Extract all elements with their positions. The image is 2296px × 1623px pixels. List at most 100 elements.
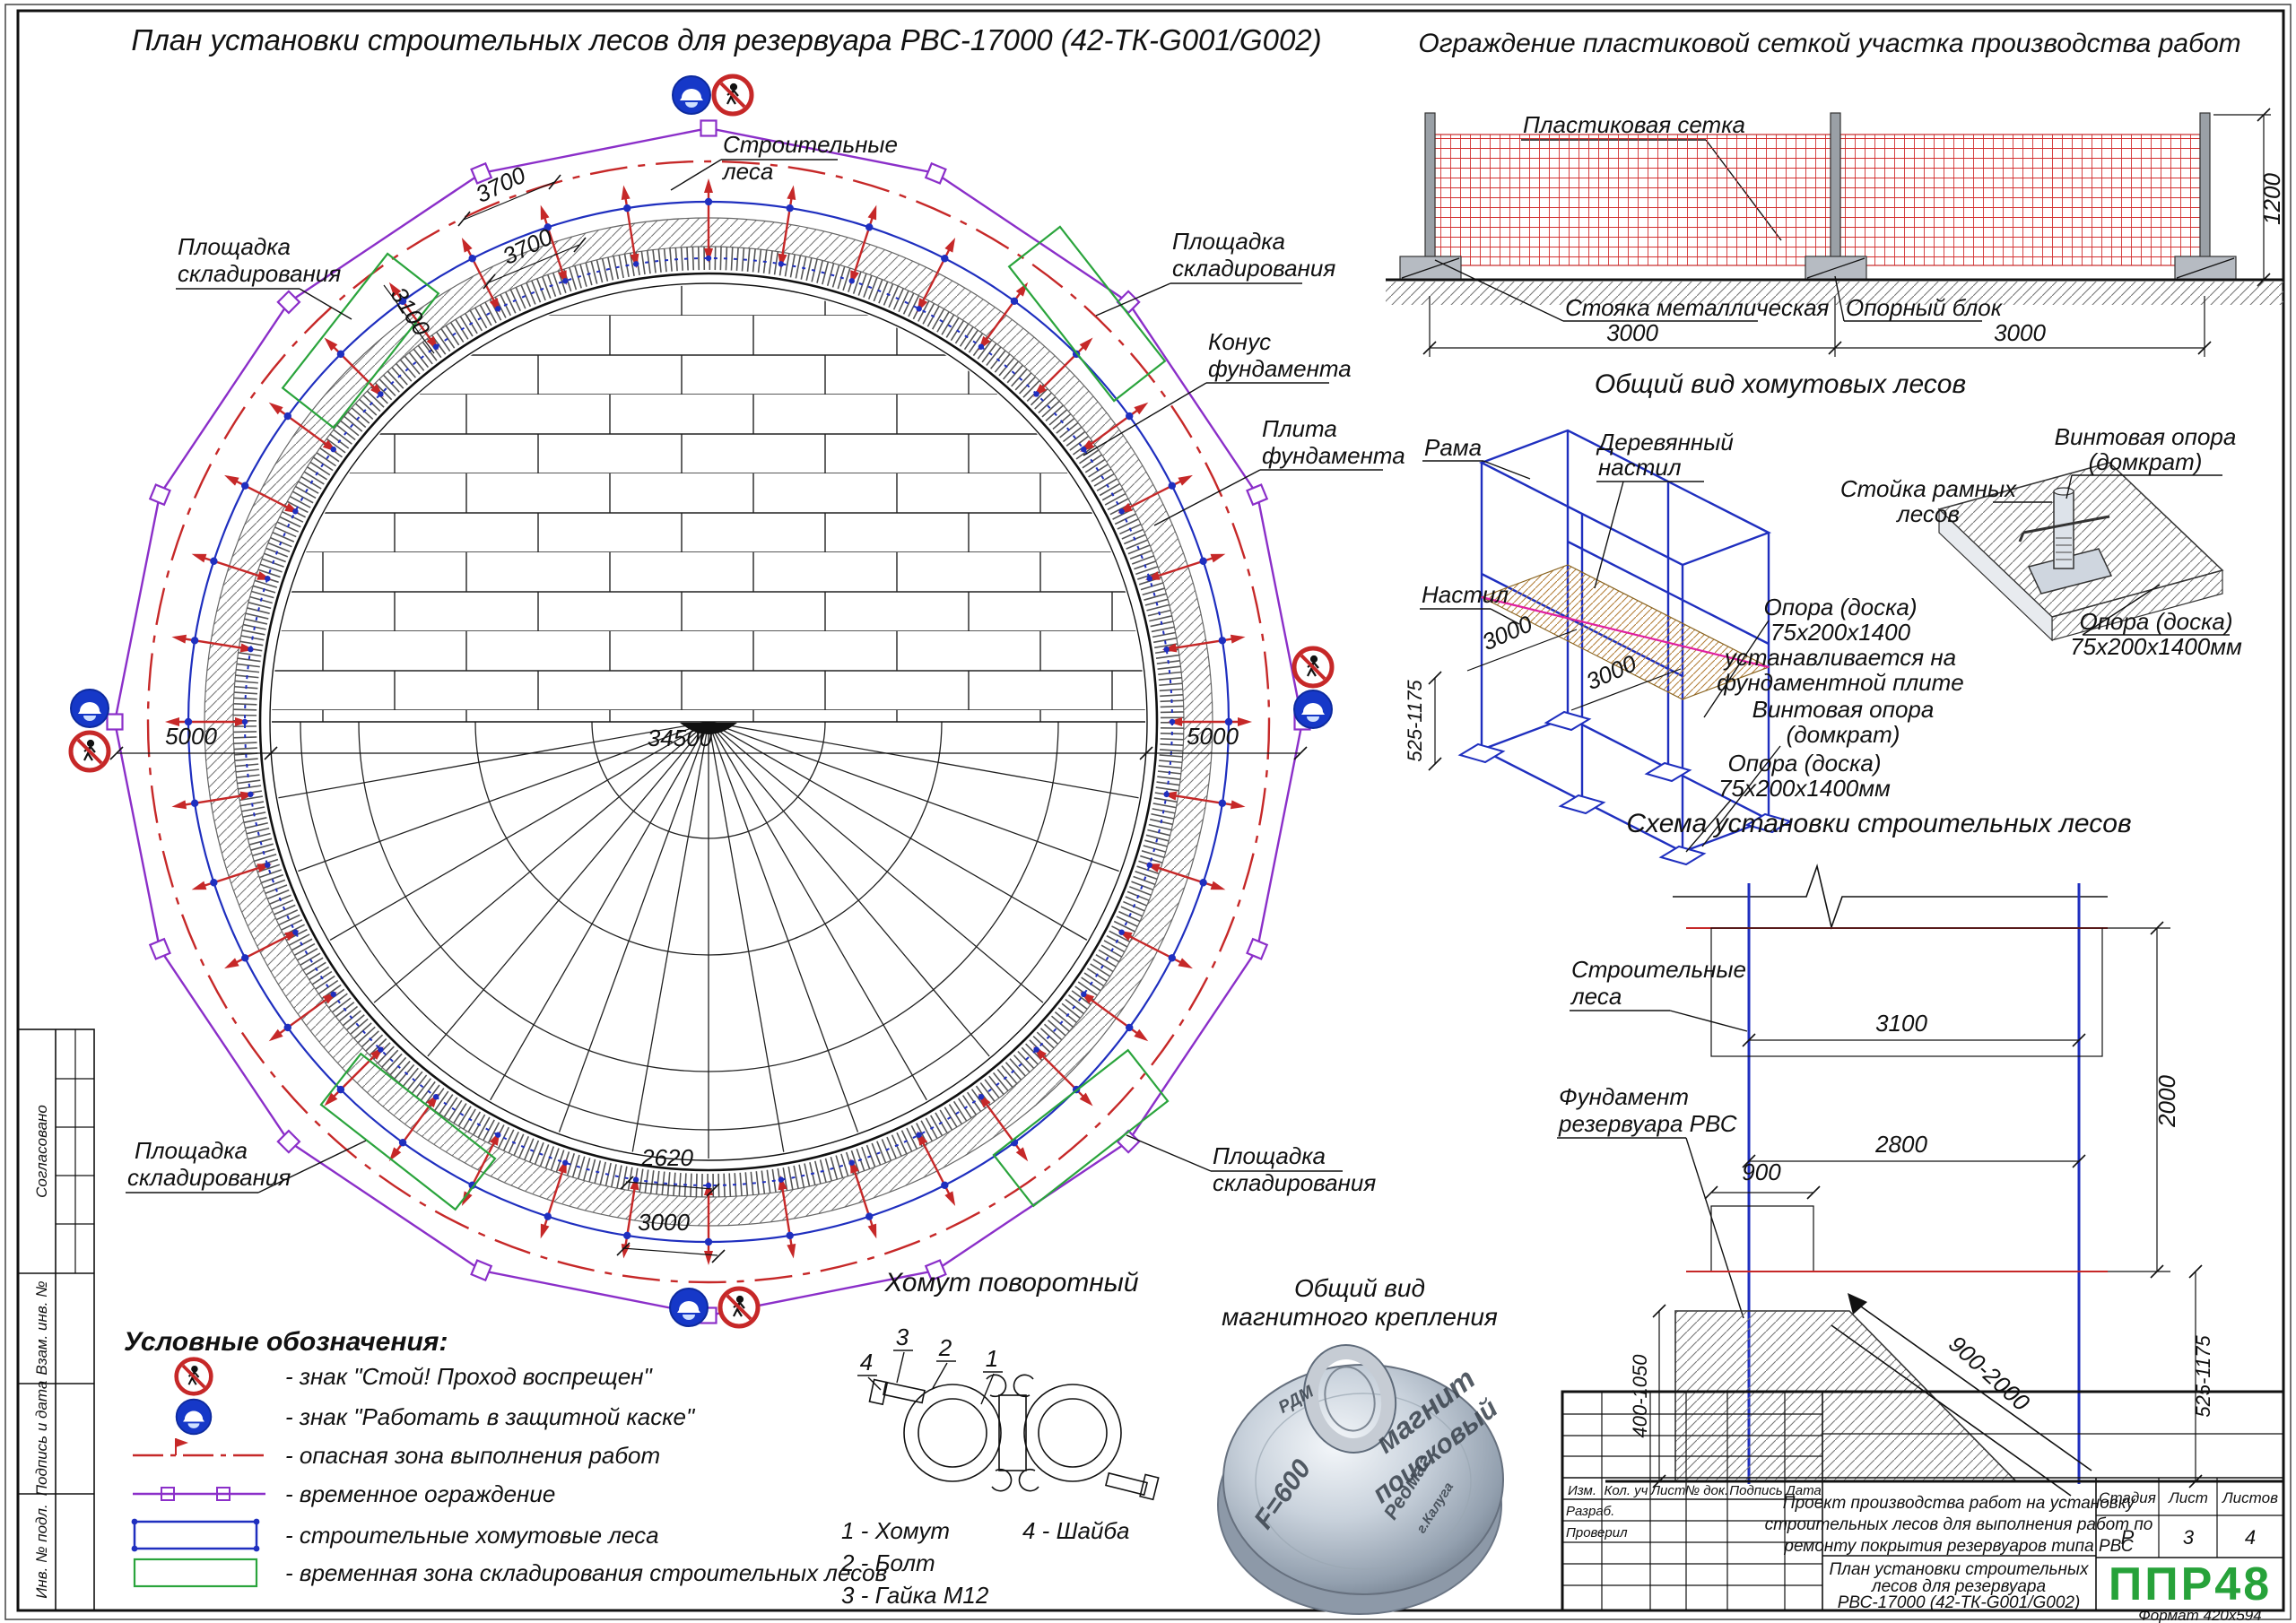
svg-text:3100: 3100	[1875, 1010, 1927, 1037]
clamp-title: Хомут поворотный	[883, 1268, 1138, 1298]
storage-area-upper-left	[281, 252, 440, 430]
svg-text:4: 4	[860, 1349, 873, 1376]
scaffold-view: Общий вид хомутовых лесов 3000 3000 525-…	[1404, 369, 1966, 866]
svg-text:(домкрат): (домкрат)	[2089, 448, 2203, 475]
svg-text:лесов: лесов	[1895, 500, 1960, 527]
tank-plan: 5000 34500 5000 3700 3700 3100 2620 3000…	[71, 76, 1405, 1326]
no-entry-sign-icon	[714, 76, 752, 114]
legend-item-label: - знак "Стой! Проход воспрещен"	[285, 1363, 654, 1390]
screw-feet	[1457, 710, 1793, 866]
helmet-sign-icon	[175, 1398, 213, 1436]
svg-text:400-1050: 400-1050	[1629, 1354, 1651, 1438]
svg-text:Конус: Конус	[1208, 328, 1271, 355]
mesh-label: Пластиковая сетка	[1523, 111, 1745, 138]
svg-text:строительных лесов для выполне: строительных лесов для выполнения работ …	[1765, 1515, 2153, 1534]
storage-area-upper-right	[1007, 225, 1167, 403]
storage-zone-symbol	[133, 1558, 258, 1588]
svg-text:3 - Гайка М12: 3 - Гайка М12	[841, 1582, 989, 1609]
svg-text:Настил: Настил	[1422, 581, 1509, 608]
stamp-inv: Инв. № подл.	[33, 1504, 50, 1599]
svg-text:фундаментной плите: фундаментной плите	[1717, 669, 1964, 696]
svg-text:34500: 34500	[648, 725, 713, 751]
fence-title: Ограждение пластиковой сеткой участка пр…	[1418, 29, 2240, 58]
magnet-view: Общий вид магнитного крепления магнит по…	[1217, 1274, 1504, 1615]
svg-text:Плита: Плита	[1262, 415, 1337, 442]
svg-text:2: 2	[938, 1334, 952, 1361]
svg-text:№ док.: № док.	[1685, 1483, 1728, 1498]
no-entry-sign-icon	[1294, 648, 1332, 686]
jack-handle	[2022, 515, 2110, 534]
left-stamp: Согласовано Взам. инв. № Подпись и дата …	[17, 1028, 95, 1611]
legend-item-label: - знак "Работать в защитной каске"	[285, 1403, 696, 1430]
jack-base-plate	[2027, 548, 2113, 595]
magnet-title: Общий вид	[1294, 1274, 1425, 1302]
svg-text:4: 4	[2245, 1526, 2256, 1549]
svg-text:складирования: складирования	[127, 1164, 291, 1191]
svg-text:Опора (доска): Опора (доска)	[2079, 608, 2232, 635]
fence-detail: Ограждение пластиковой сеткой участка пр…	[1386, 29, 2285, 357]
tank-wall-outer	[258, 272, 1159, 1172]
helmet-sign-icon	[70, 689, 109, 728]
svg-text:Площадка: Площадка	[1172, 228, 1285, 255]
svg-text:Опора (доска): Опора (доска)	[1727, 750, 1881, 777]
svg-text:фундамента: фундамента	[1208, 355, 1352, 382]
svg-text:3: 3	[896, 1324, 909, 1350]
svg-text:2800: 2800	[1874, 1131, 1927, 1158]
legend-item-label: - временная зона складирования строитель…	[285, 1559, 887, 1586]
main-title: План установки строительных лесов для ре…	[131, 23, 1321, 56]
clamp-hinge	[998, 1394, 1027, 1471]
danger-zone-ring	[146, 160, 1271, 1284]
svg-text:Фундамент: Фундамент	[1559, 1083, 1689, 1110]
svg-text:3000: 3000	[1606, 319, 1658, 346]
scheme-title: Схема установки строительных лесов	[1626, 809, 2131, 838]
legend-title: Условные обозначения:	[124, 1327, 448, 1357]
svg-text:складирования: складирования	[1172, 255, 1335, 282]
jack-detail: Винтовая опора (домкрат) Стойка рамных л…	[1840, 423, 2242, 660]
svg-text:Площадка: Площадка	[135, 1137, 248, 1164]
svg-text:складирования: складирования	[178, 260, 341, 287]
magnet-photo: магнит поисковый F=600 Редмаг г.Калуга Р…	[1217, 1344, 1504, 1615]
svg-text:1 - Хомут: 1 - Хомут	[841, 1517, 950, 1544]
svg-text:3000: 3000	[1994, 319, 2046, 346]
block-label: Опорный блок	[1846, 294, 2004, 321]
legend-item-label: - временное ограждение	[285, 1480, 555, 1507]
svg-text:Р: Р	[2121, 1526, 2135, 1549]
svg-text:3000: 3000	[638, 1209, 690, 1236]
clamp-bolt	[1104, 1471, 1149, 1497]
roof-fan	[276, 722, 1141, 1159]
jack-tube	[2053, 490, 2074, 569]
svg-text:Проверил: Проверил	[1566, 1525, 1628, 1541]
svg-text:3: 3	[2183, 1526, 2195, 1549]
helmet-sign-icon	[1293, 690, 1333, 729]
svg-text:Изм.: Изм.	[1568, 1483, 1596, 1498]
svg-text:Опора (доска): Опора (доска)	[1763, 594, 1917, 621]
legend-item-label: - опасная зона выполнения работ	[285, 1442, 660, 1469]
plan-labels: Строительные леса Площадка складирования…	[126, 131, 1405, 1196]
svg-text:Площадка: Площадка	[178, 233, 291, 260]
svg-text:5000: 5000	[165, 723, 217, 750]
svg-text:лесов для резервуара: лесов для резервуара	[1871, 1577, 2046, 1596]
tier-box	[1710, 927, 2103, 1057]
clamp-nut	[868, 1378, 889, 1406]
no-entry-sign-icon	[71, 733, 109, 770]
svg-text:складирования: складирования	[1213, 1169, 1376, 1196]
legend: Условные обозначения: - знак "Стой! Прох…	[124, 1327, 887, 1588]
stamp-vzam: Взам. инв. №	[33, 1280, 50, 1375]
helmet-sign-icon	[669, 1288, 709, 1327]
svg-text:900-2000: 900-2000	[1944, 1330, 2035, 1416]
svg-text:5000: 5000	[1187, 723, 1239, 750]
svg-text:леса: леса	[1570, 983, 1622, 1010]
svg-text:75х200х1400мм: 75х200х1400мм	[2070, 633, 2242, 660]
svg-text:Винтовая опора: Винтовая опора	[2055, 423, 2237, 450]
svg-text:Стадия: Стадия	[2099, 1489, 2156, 1506]
clamp-nut	[1139, 1473, 1160, 1501]
svg-text:фундамента: фундамента	[1262, 442, 1405, 469]
svg-text:4 - Шайба: 4 - Шайба	[1022, 1517, 1130, 1544]
clamp-scaffold-symbol	[133, 1520, 258, 1550]
storage-area-lower-left	[319, 1052, 497, 1211]
magnet-title: магнитного крепления	[1222, 1303, 1498, 1331]
title-block: Изм. Кол. уч Лист № док. Подпись Дата Ра…	[1561, 1390, 2285, 1623]
svg-text:План установки строительных: План установки строительных	[1830, 1560, 2090, 1579]
svg-text:(домкрат): (домкрат)	[1787, 721, 1900, 748]
stamp-soglasovano: Согласовано	[33, 1105, 50, 1198]
